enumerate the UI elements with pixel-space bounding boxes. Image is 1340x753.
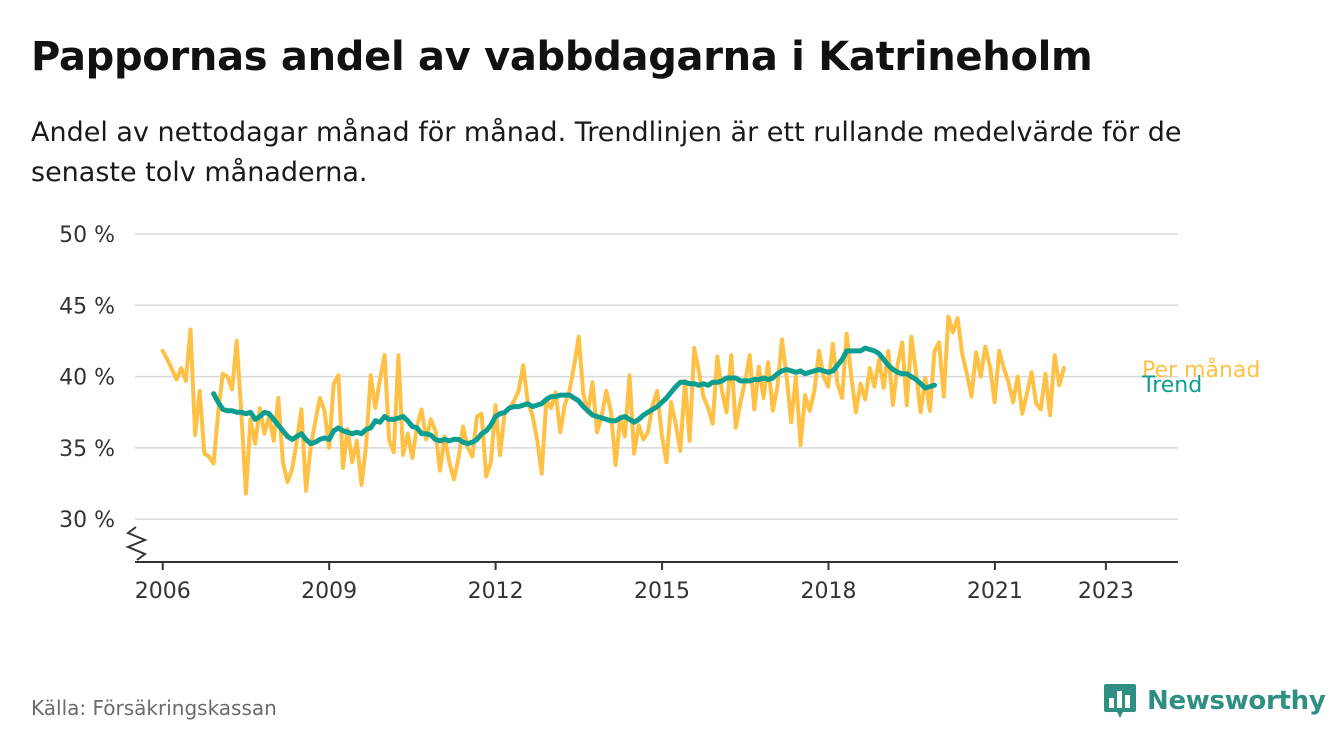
series-label-trend: Trend: [1141, 373, 1202, 398]
series-line-trend: [211, 345, 937, 447]
y-tick-label: 45 %: [59, 294, 115, 319]
y-tick-label: 50 %: [59, 223, 115, 248]
line-chart: 30 % 35 % 40 % 45 % 50 % 2006 2009 2012 2015 201…: [59, 223, 1260, 604]
chart-subtitle: Andel av nettodagar månad för månad. Tre…: [31, 117, 1182, 188]
x-tick-label: 2009: [301, 579, 357, 604]
y-tick-label: 30 %: [59, 508, 115, 533]
brand-logo: Newsworthy: [1103, 682, 1326, 720]
series-label-per-manad: Per månad: [1142, 357, 1260, 383]
x-axis: 2006 2009 2012 2015 2018 2021 2023: [135, 561, 1178, 604]
source-note: Källa: Försäkringskassan: [31, 696, 277, 720]
y-tick-label: 35 %: [59, 437, 115, 462]
x-tick-label: 2021: [967, 579, 1023, 604]
axis-break-icon: [125, 526, 148, 561]
x-tick-label: 2012: [468, 579, 524, 604]
series-line-per-manad: [160, 314, 1066, 496]
x-tick-label: 2015: [634, 579, 690, 604]
series-lines: [160, 314, 1066, 496]
chart-title: Pappornas andel av vabbdagarna i Katrine…: [31, 34, 1093, 80]
x-tick-label: 2023: [1078, 579, 1134, 604]
brand-name: Newsworthy: [1147, 686, 1326, 716]
y-tick-label: 40 %: [59, 366, 115, 391]
axis-break-zigzag: [125, 526, 148, 561]
x-tick-label: 2018: [800, 579, 856, 604]
bar-chart-logo-icon: [1104, 684, 1136, 718]
x-tick-label: 2006: [135, 579, 191, 604]
y-axis-tick-labels: 30 % 35 % 40 % 45 % 50 %: [59, 223, 115, 533]
